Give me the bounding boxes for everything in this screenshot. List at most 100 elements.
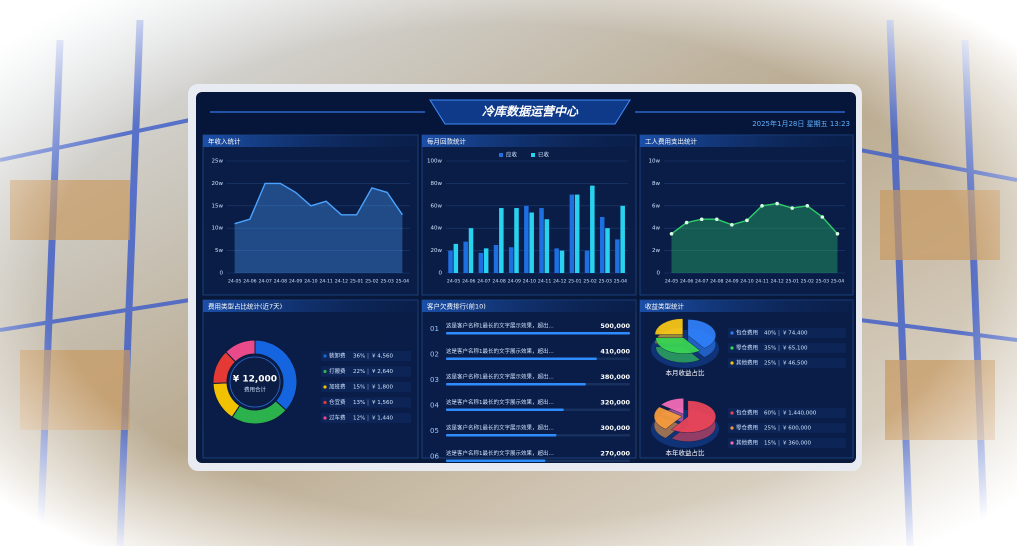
bar	[446, 408, 564, 411]
legend-amount: ¥ 360,000	[783, 441, 811, 447]
y-tick-label: 25w	[212, 159, 224, 165]
x-tick-label: 24-09	[289, 279, 302, 285]
customer-name: 这是客户名称1最长的文字展示效果，超出...	[446, 373, 554, 381]
legend-dot	[323, 416, 327, 420]
y-tick-label: 8w	[652, 181, 660, 187]
line	[671, 202, 839, 235]
amount: 500,000	[600, 322, 630, 330]
x-tick-label: 24-11	[319, 279, 332, 285]
bar	[446, 434, 557, 437]
legend-amount: ¥ 1,800	[372, 385, 393, 391]
bar	[574, 194, 580, 273]
legend-row	[321, 413, 411, 423]
bar	[584, 250, 590, 273]
legend-dot	[730, 441, 734, 445]
legend-label: 打搬费	[329, 367, 346, 375]
bar	[478, 252, 484, 273]
legend-label: 仓宜费	[329, 398, 346, 406]
x-tick-label: 24-09	[508, 279, 521, 285]
bar	[529, 212, 534, 273]
y-tick-label: 15w	[212, 203, 224, 209]
bar	[446, 332, 630, 335]
rank: 04	[430, 402, 439, 410]
legend-percent: 15%	[353, 385, 365, 391]
amount: 320,000	[600, 399, 630, 407]
bar	[605, 228, 610, 273]
y-tick-label: 60w	[431, 203, 443, 209]
legend-row	[728, 423, 846, 433]
x-tick-label: 24-12	[553, 279, 566, 285]
point	[745, 218, 749, 223]
legend-percent: 36%	[353, 354, 365, 360]
x-tick-label: 24-06	[243, 279, 256, 285]
y-tick-label: 80w	[431, 181, 443, 187]
x-tick-label: 24-09	[725, 279, 738, 285]
y-tick-label: 100w	[427, 159, 442, 165]
legend-amount: ¥ 2,640	[372, 369, 393, 375]
line	[234, 182, 403, 225]
legend-label: 包仓费用	[736, 329, 758, 337]
point	[820, 215, 825, 219]
pie-slice	[660, 398, 684, 415]
x-tick-label: 24-05	[447, 279, 460, 285]
total-caption: 费用合计	[244, 386, 267, 394]
panel-title: 收益类型统计	[645, 302, 685, 311]
x-tick-label: 25-02	[365, 279, 378, 285]
amount: 270,000	[600, 450, 630, 458]
legend-label: 零仓费用	[736, 424, 758, 432]
x-tick-label: 24-05	[665, 279, 678, 285]
y-tick-label: 40w	[431, 226, 443, 232]
legend-row	[728, 438, 846, 448]
y-tick-label: 2w	[652, 248, 660, 254]
rank: 03	[430, 376, 439, 384]
x-tick-label: 24-08	[492, 279, 505, 285]
x-tick-label: 25-02	[801, 279, 814, 285]
x-tick-label: 24-10	[740, 279, 753, 285]
legend-label: 过车费	[329, 414, 346, 422]
x-tick-label: 24-10	[523, 279, 536, 285]
bar	[599, 217, 605, 273]
legend-row	[728, 358, 846, 368]
pie-caption: 本月收益占比	[666, 368, 706, 377]
x-tick-label: 24-07	[477, 279, 490, 285]
legend-amount: ¥ 600,000	[783, 426, 811, 432]
point	[775, 201, 779, 206]
pie-slice	[655, 337, 701, 354]
legend-percent: 40%	[764, 331, 776, 337]
legend-amount: ¥ 74,400	[783, 331, 808, 337]
x-tick-label: 24-06	[462, 279, 475, 285]
y-tick-label: 10w	[212, 226, 224, 232]
legend-label: 包仓费用	[736, 409, 758, 417]
y-tick-label: 10w	[649, 159, 661, 165]
legend-percent: 15%	[764, 441, 776, 447]
legend-row	[728, 343, 846, 353]
rank: 05	[430, 427, 439, 435]
bar	[590, 185, 595, 273]
panel-header	[203, 300, 418, 312]
bar	[448, 250, 453, 273]
legend-row	[321, 382, 411, 392]
legend-amount: ¥ 46,500	[783, 361, 808, 367]
bar	[508, 247, 514, 273]
x-tick-label: 25-01	[568, 279, 581, 285]
amount: 300,000	[600, 424, 630, 432]
y-tick-label: 5w	[215, 248, 223, 254]
bar	[569, 194, 575, 273]
customer-name: 这是客户名称1最长的文字展示效果，超出...	[446, 449, 554, 457]
legend-dot	[730, 331, 734, 335]
rank: 06	[430, 453, 439, 461]
y-tick-label: 0	[220, 271, 224, 277]
pie-slice	[653, 406, 683, 430]
y-tick-label: 0	[657, 271, 661, 277]
title-plate	[429, 99, 631, 125]
bar	[554, 248, 559, 273]
x-tick-label: 24-12	[335, 279, 348, 285]
x-tick-label: 24-10	[304, 279, 317, 285]
panel-header	[640, 135, 853, 147]
pie-slice	[687, 319, 717, 349]
x-tick-label: 24-08	[274, 279, 287, 285]
bar	[559, 250, 565, 273]
bar	[620, 205, 625, 273]
x-tick-label: 25-02	[583, 279, 596, 285]
